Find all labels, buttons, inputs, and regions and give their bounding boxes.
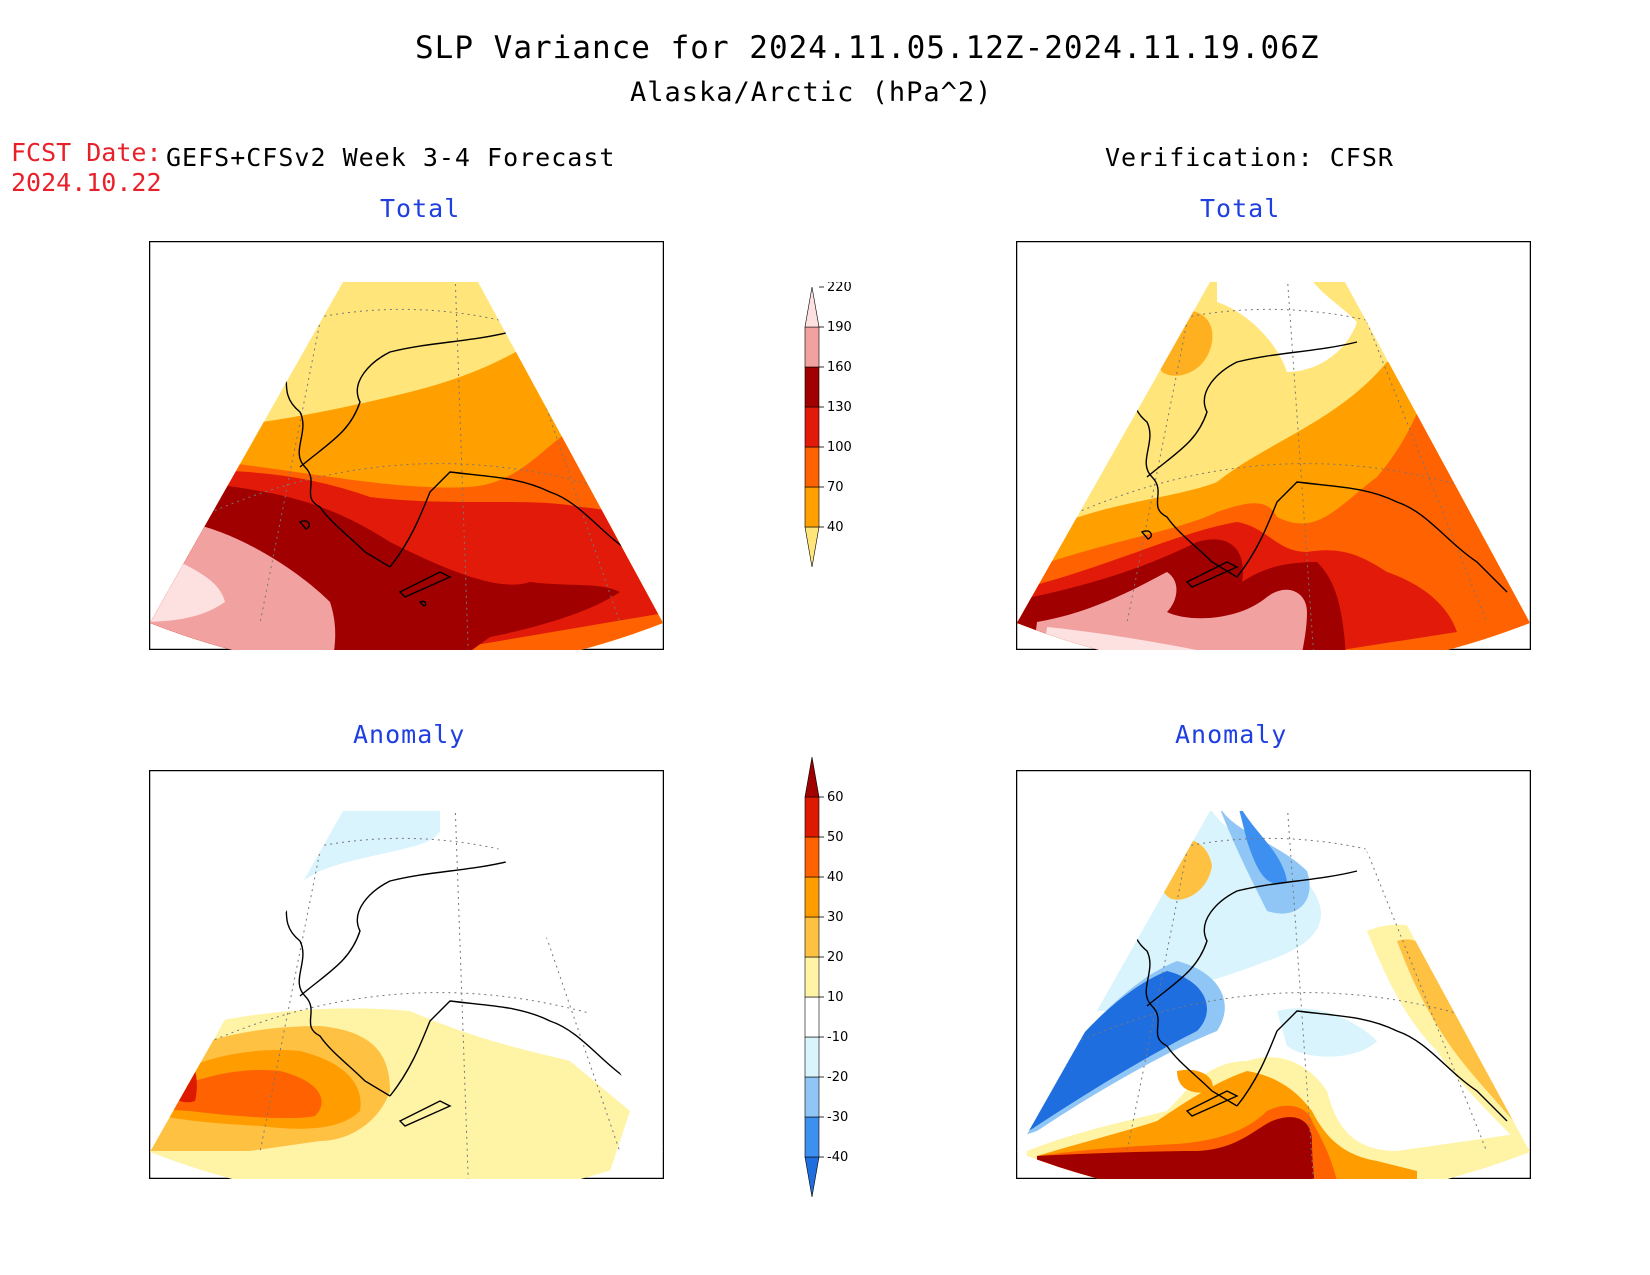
anomaly-colorbar-label-1: -30 xyxy=(827,1110,848,1125)
anomaly-colorbar-label-3: -10 xyxy=(827,1030,848,1045)
verification-anomaly-map xyxy=(1016,770,1531,1179)
forecast-anomaly-map xyxy=(149,770,664,1179)
anomaly-colorbar-swatch-6 xyxy=(804,916,820,958)
forecast-total-map xyxy=(149,241,664,650)
map-subtitle: Alaska/Arctic (hPa^2) xyxy=(630,77,993,108)
forecast-source-label: GEFS+CFSv2 Week 3-4 Forecast xyxy=(166,143,616,172)
anomaly-colorbar-swatch-0 xyxy=(804,1156,820,1198)
anomaly-colorbar-label-5: 20 xyxy=(827,950,844,965)
total-colorbar-label-3: 130 xyxy=(827,400,852,415)
anomaly-colorbar-swatch-5 xyxy=(804,956,820,998)
anomaly-colorbar-swatch-1 xyxy=(804,1116,820,1158)
anomaly-colorbar-swatch-2 xyxy=(804,1076,820,1118)
anomaly-colorbar-swatch-8 xyxy=(804,836,820,878)
fcst-date-value: 2024.10.22 xyxy=(11,168,162,197)
total-colorbar-swatch-4 xyxy=(804,366,820,408)
total-colorbar-label-2: 100 xyxy=(827,440,852,455)
verification-total-title: Total xyxy=(1200,194,1281,223)
verification-total-map xyxy=(1016,241,1531,650)
anomaly-colorbar-label-6: 30 xyxy=(827,910,844,925)
anomaly-colorbar-swatch-10 xyxy=(804,756,820,798)
total-colorbar-swatch-5 xyxy=(804,326,820,368)
total-colorbar-label-4: 160 xyxy=(827,360,852,375)
anomaly-colorbar-label-4: 10 xyxy=(827,990,844,1005)
anomaly-colorbar-label-2: -20 xyxy=(827,1070,848,1085)
total-colorbar-swatch-6 xyxy=(804,286,820,328)
anomaly-colorbar-swatch-4 xyxy=(804,996,820,1038)
total-colorbar-label-1: 70 xyxy=(827,480,844,495)
total-colorbar-label-0: 40 xyxy=(827,520,844,535)
total-colorbar-swatch-1 xyxy=(804,486,820,528)
total-colorbar-label-5: 190 xyxy=(827,320,852,335)
fcst-date-label: FCST Date: xyxy=(11,138,162,167)
anomaly-colorbar-swatch-7 xyxy=(804,876,820,918)
anomaly-colorbar-label-0: -40 xyxy=(827,1150,848,1165)
anomaly-colorbar-label-7: 40 xyxy=(827,870,844,885)
total-colorbar-label-6: 220 xyxy=(827,282,852,295)
forecast-total-title: Total xyxy=(380,194,461,223)
verification-source-label: Verification: CFSR xyxy=(1105,143,1394,172)
anomaly-colorbar-label-9: 60 xyxy=(827,790,844,805)
forecast-anomaly-title: Anomaly xyxy=(353,720,466,749)
total-colorbar-swatch-2 xyxy=(804,446,820,488)
anomaly-colorbar: -40 -30 -20 -10 10 20 30 40 50 60 xyxy=(804,756,848,1198)
total-colorbar-swatch-3 xyxy=(804,406,820,448)
total-colorbar-swatch-0 xyxy=(804,526,820,568)
anomaly-colorbar-swatch-9 xyxy=(804,796,820,838)
anomaly-colorbar-label-8: 50 xyxy=(827,830,844,845)
verification-anomaly-title: Anomaly xyxy=(1175,720,1288,749)
map-title: SLP Variance for 2024.11.05.12Z-2024.11.… xyxy=(415,30,1320,66)
anomaly-colorbar-swatch-3 xyxy=(804,1036,820,1078)
total-colorbar: 40 70 100 130 160 190 220 xyxy=(804,282,852,568)
